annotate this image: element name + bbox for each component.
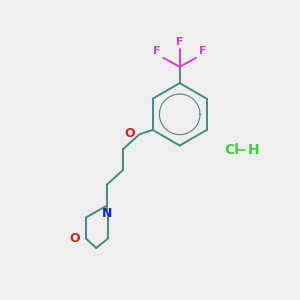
Text: F: F [199,46,206,56]
Text: O: O [124,127,135,140]
Text: H: H [248,143,259,157]
Text: O: O [70,232,80,245]
Text: N: N [101,207,112,220]
Text: F: F [176,38,184,47]
Text: F: F [153,46,160,56]
Text: Cl: Cl [224,143,239,157]
